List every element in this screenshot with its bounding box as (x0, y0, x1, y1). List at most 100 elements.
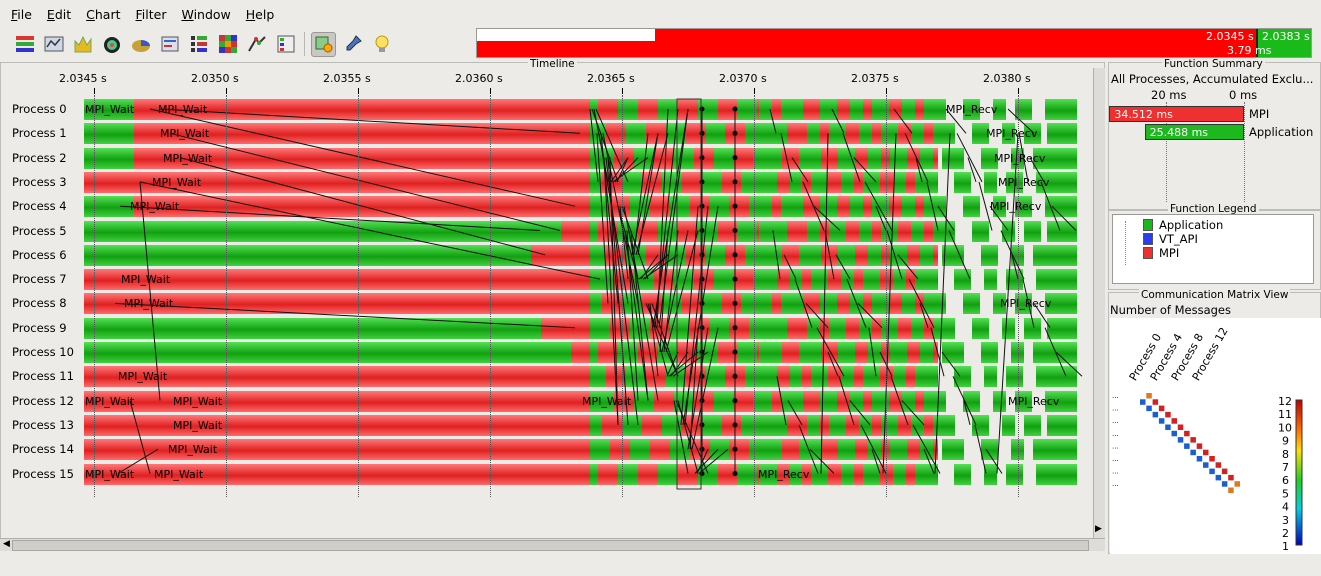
message-line[interactable] (769, 108, 777, 134)
application-segment[interactable] (741, 171, 760, 193)
message-line[interactable] (666, 351, 679, 377)
application-segment[interactable] (590, 244, 607, 266)
application-segment[interactable] (1002, 414, 1015, 436)
mpi-segment[interactable] (84, 463, 591, 485)
process-timeline-bar[interactable] (84, 439, 1078, 461)
application-segment[interactable] (1047, 196, 1078, 218)
matrix-cell[interactable] (1221, 468, 1228, 475)
mpi-segment[interactable] (133, 196, 591, 218)
message-line[interactable] (831, 108, 845, 134)
message-line[interactable] (633, 133, 649, 255)
application-segment[interactable] (709, 317, 730, 339)
matrix-cell[interactable] (1190, 449, 1196, 456)
message-line[interactable] (691, 327, 719, 450)
application-segment[interactable] (618, 99, 639, 120)
process-label[interactable]: Process 14 (12, 442, 74, 457)
application-segment[interactable] (759, 342, 782, 363)
application-segment[interactable] (880, 317, 899, 339)
matrix-cell[interactable] (1209, 456, 1215, 462)
application-segment[interactable] (811, 463, 829, 485)
process-label[interactable]: Process 13 (12, 417, 74, 432)
menu-file[interactable]: File (11, 6, 32, 22)
application-segment[interactable] (590, 414, 603, 436)
application-segment[interactable] (1032, 342, 1048, 363)
message-line[interactable] (809, 448, 835, 474)
message-line[interactable] (838, 376, 855, 426)
application-segment[interactable] (780, 196, 804, 218)
application-segment[interactable] (1036, 463, 1048, 485)
message-line[interactable] (663, 230, 679, 353)
application-segment[interactable] (741, 293, 760, 315)
application-segment[interactable] (841, 366, 854, 388)
application-segment[interactable] (1023, 317, 1042, 339)
matrix-cell[interactable] (1146, 405, 1152, 412)
application-segment[interactable] (1036, 171, 1048, 193)
application-segment[interactable] (1047, 342, 1078, 363)
application-segment[interactable] (820, 196, 838, 218)
application-segment[interactable] (590, 463, 599, 485)
application-segment[interactable] (1011, 342, 1024, 363)
mpi-segment[interactable] (638, 342, 659, 363)
application-segment[interactable] (811, 171, 829, 193)
message-line[interactable] (689, 327, 699, 450)
application-segment[interactable] (798, 244, 821, 266)
application-segment[interactable] (914, 366, 938, 388)
communication-matrix[interactable]: Number of Messages Process 0 Process 4 P… (1110, 303, 1321, 554)
process-timeline-bar[interactable] (84, 342, 1078, 363)
application-segment[interactable] (590, 99, 599, 120)
application-segment[interactable] (789, 171, 803, 193)
matrix-cell[interactable] (1209, 468, 1215, 475)
application-segment[interactable] (634, 390, 655, 412)
mpi-segment[interactable] (610, 439, 631, 461)
application-segment[interactable] (807, 123, 820, 145)
application-segment[interactable] (759, 366, 777, 388)
application-segment[interactable] (932, 317, 955, 339)
process-label[interactable]: Process 1 (12, 126, 67, 141)
mpi-segment[interactable] (653, 147, 675, 169)
application-segment[interactable] (914, 269, 938, 291)
application-segment[interactable] (841, 171, 854, 193)
application-segment[interactable] (745, 123, 760, 145)
application-segment[interactable] (657, 463, 679, 485)
matrix-cell[interactable] (1152, 399, 1159, 405)
application-segment[interactable] (993, 99, 1006, 120)
application-segment[interactable] (84, 244, 532, 266)
application-segment[interactable] (84, 99, 135, 120)
application-segment[interactable] (862, 269, 881, 291)
application-segment[interactable] (753, 269, 760, 291)
message-line[interactable] (897, 254, 919, 280)
application-segment[interactable] (820, 390, 838, 412)
application-segment[interactable] (993, 196, 1006, 218)
application-segment[interactable] (759, 269, 777, 291)
message-line[interactable] (1022, 278, 1035, 328)
matrix-cell[interactable] (1215, 474, 1222, 481)
menu-help[interactable]: Help (245, 6, 275, 22)
message-line[interactable] (941, 351, 961, 377)
message-line[interactable] (149, 108, 576, 207)
message-line[interactable] (967, 157, 977, 183)
application-segment[interactable] (941, 244, 964, 266)
message-line[interactable] (139, 181, 161, 401)
mpi-segment[interactable] (84, 366, 591, 388)
application-segment[interactable] (1014, 390, 1033, 412)
message-line[interactable] (791, 157, 809, 183)
application-segment[interactable] (893, 269, 906, 291)
process-label[interactable]: Process 6 (12, 247, 67, 262)
application-segment[interactable] (923, 196, 947, 218)
mpi-segment[interactable] (84, 171, 591, 193)
application-segment[interactable] (868, 244, 881, 266)
mpi-segment[interactable] (759, 99, 939, 120)
matrix-cell[interactable] (1228, 474, 1234, 481)
application-segment[interactable] (837, 244, 856, 266)
application-segment[interactable] (980, 342, 999, 363)
application-segment[interactable] (780, 390, 804, 412)
application-segment[interactable] (923, 293, 947, 315)
mpi-segment[interactable] (642, 171, 663, 193)
application-segment[interactable] (1047, 317, 1078, 339)
select-tool-icon[interactable] (311, 31, 336, 57)
application-segment[interactable] (859, 123, 872, 145)
application-segment[interactable] (893, 463, 906, 485)
mpi-segment[interactable] (721, 414, 742, 436)
message-line[interactable] (802, 181, 825, 231)
application-segment[interactable] (862, 463, 881, 485)
